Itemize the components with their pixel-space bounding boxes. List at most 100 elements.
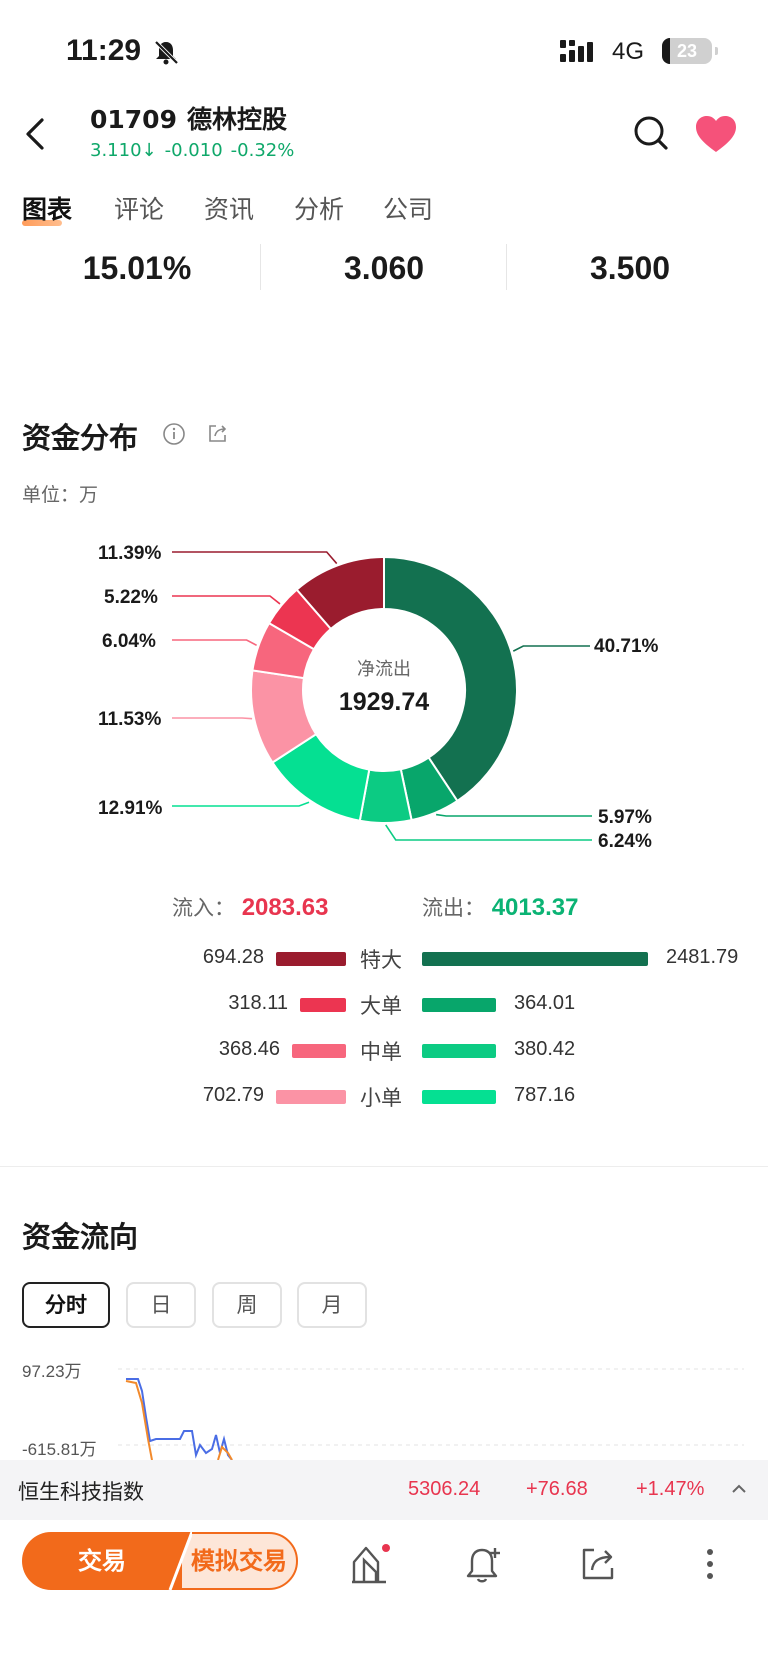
stock-name: 德林控股 [186,105,287,134]
outflow-label: 流出： [422,896,485,920]
fund-flow-chart: 97.23万 -615.81万 [0,1355,768,1460]
bell-muted-icon [154,40,179,65]
battery-icon: 23 [662,38,718,64]
order-out-value: 364.01 [514,992,576,1014]
leader-line [172,717,253,720]
outflow-summary: 流出： 4013.37 [422,892,578,922]
order-row: 694.28 特大 2481.79 [0,944,768,974]
index-value: 5306.24 [408,1478,481,1500]
tab-news[interactable]: 资讯 [204,195,255,224]
flow-line-orange [125,1380,153,1460]
order-out-bar [422,952,648,966]
trade-button[interactable]: 交易 [22,1532,182,1590]
stock-price: 3.110 [90,140,142,161]
order-type-label: 特大 [360,948,402,972]
trade-button-group: 模拟交易 交易 [22,1532,298,1590]
status-time: 11:29 [66,34,142,67]
stock-change-pct: -0.32% [230,140,295,161]
down-arrow-icon: ↓ [141,140,157,161]
inflow-summary: 流入： 2083.63 [172,892,328,922]
unit-label: 单位：万 [22,484,99,506]
flow-line-orange-2 [217,1445,233,1460]
leader-line [512,645,590,652]
y-max-label: 97.23万 [22,1362,82,1381]
search-icon[interactable] [632,114,670,152]
order-out-bar [422,1044,496,1058]
heart-icon[interactable] [694,114,738,154]
leader-line [172,801,310,807]
info-icon[interactable] [162,422,186,446]
divider [162,1532,192,1590]
flow-line-blue [126,1378,233,1460]
slice-label-l-out: 5.97% [598,807,652,828]
leader-line [385,824,592,841]
home-icon[interactable] [350,1544,390,1584]
share-icon[interactable] [578,1544,618,1584]
back-arrow-icon[interactable] [20,114,50,154]
stock-price-line: 3.110↓ -0.010 -0.32% [90,140,302,161]
slice-label-l-in: 5.22% [104,587,158,608]
slice-label-xl-out: 40.71% [594,636,659,657]
order-out-bar [422,1090,496,1104]
tab-analysis[interactable]: 分析 [294,195,345,224]
period-tab-intraday[interactable]: 分时 [22,1282,110,1328]
period-tab-week[interactable]: 周 [212,1282,282,1328]
index-ticker-bar[interactable]: 恒生科技指数 5306.24 +76.68 +1.47% [0,1460,768,1520]
index-change-pct: +1.47% [636,1478,705,1500]
tab-chart[interactable]: 图表 [22,195,73,224]
share-icon[interactable] [207,422,229,444]
network-type: 4G [612,38,645,65]
order-in-bar [300,998,346,1012]
fund-distribution-title: 资金分布 [22,421,139,455]
stock-header: 01709 德林控股 3.110↓ -0.010 -0.32% [0,96,768,176]
more-icon[interactable] [690,1544,730,1584]
order-row: 702.79 小单 787.16 [0,1082,768,1112]
index-change: +76.68 [526,1478,588,1500]
order-row: 368.46 中单 380.42 [0,1036,768,1066]
outflow-value: 4013.37 [491,894,579,921]
stat-value: 3.060 [343,250,425,286]
tab-company[interactable]: 公司 [383,195,434,224]
stock-change: -0.010 [164,140,223,161]
order-in-value: 368.46 [218,1038,280,1060]
index-name: 恒生科技指数 [18,1480,144,1504]
stat-value: 15.01% [82,250,192,286]
signal-icon [560,40,593,62]
order-in-bar [276,952,346,966]
stats-row: 15.01% 3.060 3.500 [0,244,768,300]
period-tab-month[interactable]: 月 [297,1282,367,1328]
donut-center-label: 净流出 [357,659,411,680]
slice-label-m-in: 6.04% [102,631,156,652]
inflow-label: 流入： [172,896,235,920]
alert-add-icon[interactable] [464,1544,504,1584]
leader-line [172,595,281,605]
stock-title: 01709 德林控股 [90,100,297,136]
order-out-value: 2481.79 [666,946,739,968]
period-tab-day[interactable]: 日 [126,1282,196,1328]
slice-label-s-out: 12.91% [98,798,163,819]
order-in-value: 318.11 [228,992,288,1014]
y-min-label: -615.81万 [22,1440,97,1459]
slice-label-m-out: 6.24% [598,831,652,852]
divider [260,244,261,290]
fund-flow-title: 资金流向 [22,1220,139,1254]
slice-label-s-in: 11.53% [98,709,162,730]
chevron-up-icon[interactable] [730,1480,748,1498]
tab-active-indicator [22,220,62,226]
bottom-action-bar: 模拟交易 交易 [0,1520,768,1665]
order-in-bar [292,1044,346,1058]
status-bar: 11:29 4G 23 [0,0,768,100]
order-out-value: 787.16 [514,1084,576,1106]
fund-donut-chart [172,551,592,841]
stat-value: 3.500 [589,250,671,286]
slice-xl-out [383,555,518,803]
slice-label-xl-in: 11.39% [98,543,162,564]
leader-line [172,639,257,647]
order-type-label: 小单 [360,1086,402,1110]
slice-xl-in [295,555,385,631]
tab-bar: 图表 评论 资讯 分析 公司 [0,190,768,234]
fund-flow-lines [118,1368,744,1460]
tab-comments[interactable]: 评论 [114,195,165,224]
order-type-label: 中单 [360,1040,402,1064]
donut-center-value: 1929.74 [338,688,430,716]
